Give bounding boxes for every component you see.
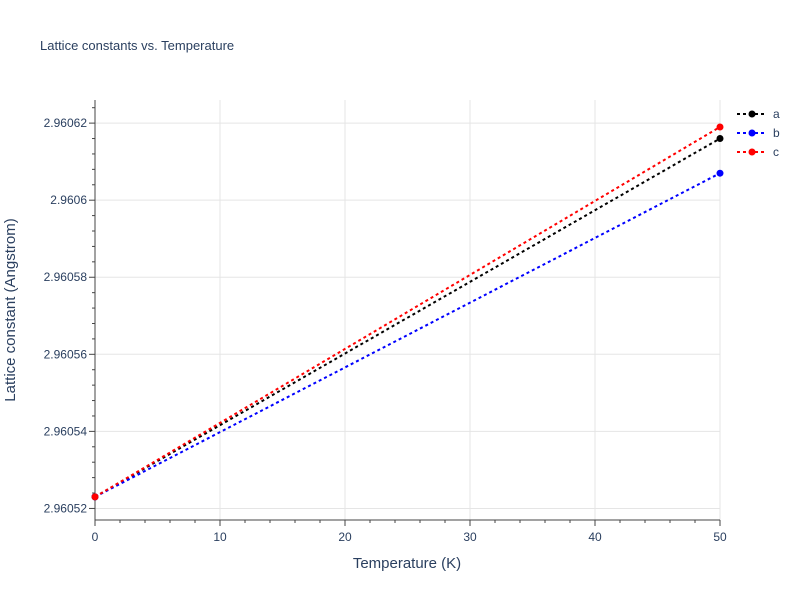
series-line-c [94, 126, 721, 498]
y-axis-title: Lattice constant (Angstrom) [2, 218, 19, 401]
y-tick-label: 2.9606 [50, 193, 87, 207]
legend-label-a: a [773, 107, 780, 121]
x-tick-label: 50 [713, 530, 727, 544]
chart-title: Lattice constants vs. Temperature [40, 38, 234, 53]
x-tick-label: 20 [338, 530, 352, 544]
data-point-c [91, 493, 99, 501]
series-layer [91, 123, 724, 501]
legend-item-b[interactable]: b [737, 126, 780, 140]
legend-marker-c [748, 148, 756, 156]
data-point-b [716, 169, 724, 177]
legend-label-b: b [773, 126, 780, 140]
data-point-c [716, 123, 724, 131]
x-axis-title: Temperature (K) [353, 555, 461, 572]
legend-marker-a [748, 110, 756, 118]
x-tick-label: 30 [463, 530, 477, 544]
legend-label-c: c [773, 145, 779, 159]
x-tick-label: 10 [213, 530, 227, 544]
legend-item-a[interactable]: a [737, 107, 780, 121]
x-tick-label: 40 [588, 530, 602, 544]
series-line-a [94, 137, 721, 498]
legend-marker-b [748, 129, 756, 137]
y-tick-label: 2.96052 [44, 501, 88, 515]
y-tick-label: 2.96062 [44, 116, 88, 130]
grid-layer [95, 100, 721, 520]
legend[interactable]: abc [737, 107, 780, 159]
data-point-a [716, 135, 724, 143]
y-tick-label: 2.96056 [44, 347, 88, 361]
axis-layer: 0 10 20 30 40 50 2.96052 2.96054 2.96056 2.96058 2… [44, 100, 727, 544]
y-tick-label: 2.96058 [44, 270, 88, 284]
x-tick-label: 0 [92, 530, 99, 544]
y-tick-label: 2.96054 [44, 424, 88, 438]
legend-item-c[interactable]: c [737, 145, 779, 159]
